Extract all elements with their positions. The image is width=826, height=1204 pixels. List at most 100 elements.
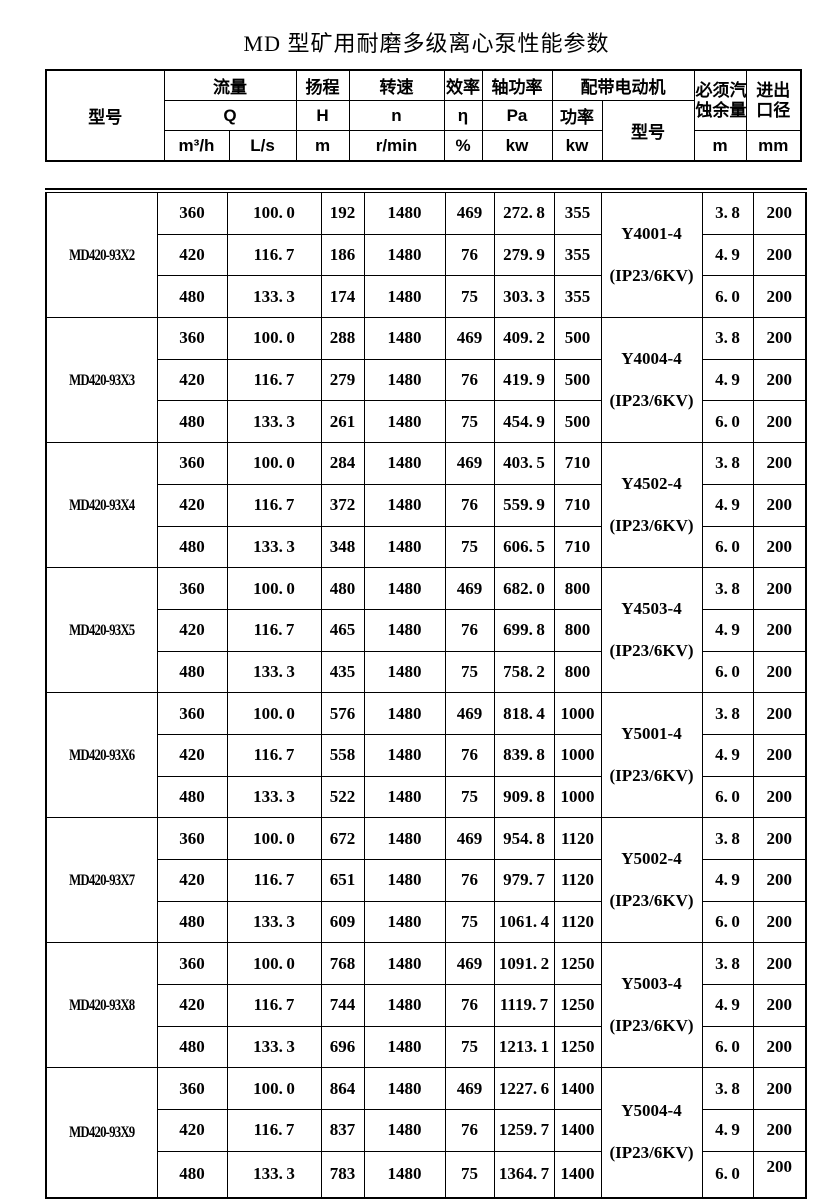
header-eff-symbol: η: [443, 100, 483, 131]
cell-speed: 1480: [363, 1025, 446, 1069]
cell-flow-ls: 100. 0: [226, 1067, 322, 1111]
cell-port-diameter: 200: [752, 775, 807, 819]
header-flow-symbol: Q: [163, 100, 297, 131]
cell-flow-ls: 100. 0: [226, 692, 322, 735]
cell-head: 651: [320, 859, 365, 902]
cell-shaft-power: 606. 5: [493, 525, 555, 569]
cell-npsh: 4. 9: [701, 733, 754, 777]
cell-port-diameter: 200: [752, 692, 807, 735]
table-row: 420 116. 7 744 1480 76 1119. 7 1250 4. 9 200: [46, 984, 807, 1027]
cell-flow-m3h: 420: [156, 1109, 228, 1152]
pump-model-cell: MD420-93X6: [45, 692, 158, 819]
header-port-unit: mm: [745, 130, 802, 162]
cell-head: 783: [320, 1150, 365, 1199]
pump-model-text: MD420-93X9: [69, 1124, 135, 1142]
cell-port-diameter: 200: [752, 275, 807, 319]
header-motor-power-unit: kw: [551, 130, 603, 162]
motor-model-line2: (IP23/6KV): [609, 516, 694, 536]
cell-flow-m3h: 360: [156, 567, 228, 610]
cell-head: 837: [320, 1109, 365, 1152]
cell-efficiency: 75: [444, 1150, 495, 1199]
table-row: 420 116. 7 279 1480 76 419. 9 500 4. 9 200: [46, 358, 807, 402]
header-npsh: 必须汽 蚀余量: [693, 69, 747, 131]
table-row: 480 133. 3 435 1480 75 758. 2 800 6. 0 200: [46, 650, 807, 694]
cell-head: 768: [320, 942, 365, 986]
cell-flow-ls: 116. 7: [226, 1109, 322, 1152]
cell-speed: 1480: [363, 1150, 446, 1199]
cell-head: 174: [320, 275, 365, 319]
motor-model-cell: Y4502-4 (IP23/6KV): [600, 442, 703, 569]
table-row: MD420-93X8 360 100. 0 768 1480 469 1091. 2 1250…: [45, 942, 807, 1069]
cell-flow-m3h: 360: [156, 942, 228, 986]
cell-shaft-power: 419. 9: [493, 358, 555, 402]
cell-shaft-power: 954. 8: [493, 817, 555, 860]
cell-flow-ls: 116. 7: [226, 733, 322, 777]
cell-flow-m3h: 360: [156, 192, 228, 235]
cell-motor-power: 1120: [553, 900, 602, 944]
cell-speed: 1480: [363, 1109, 446, 1152]
cell-flow-ls: 100. 0: [226, 317, 322, 360]
cell-speed: 1480: [363, 650, 446, 694]
cell-head: 288: [320, 317, 365, 360]
cell-port-diameter: 200: [752, 233, 807, 277]
cell-efficiency: 469: [444, 1067, 495, 1111]
motor-model-cell: Y5004-4 (IP23/6KV): [600, 1067, 703, 1198]
table-row: 420 116. 7 372 1480 76 559. 9 710 4. 9 200: [46, 483, 807, 527]
cell-port-diameter: 200: [752, 442, 807, 485]
cell-efficiency: 76: [444, 233, 495, 277]
pump-model-cell: MD420-93X9: [45, 1067, 158, 1198]
header-row-3: m³/h L/s m r/min % kw kw m mm: [46, 130, 802, 162]
cell-speed: 1480: [363, 942, 446, 986]
cell-flow-ls: 133. 3: [226, 400, 322, 444]
header-npsh-unit: m: [693, 130, 747, 162]
cell-shaft-power: 559. 9: [493, 483, 555, 527]
cell-motor-power: 800: [553, 567, 602, 610]
cell-flow-ls: 116. 7: [226, 608, 322, 652]
header-npsh-line2: 蚀余量: [695, 100, 746, 120]
cell-head: 672: [320, 817, 365, 860]
header-speed-unit: r/min: [348, 130, 445, 162]
cell-shaft-power: 1227. 6: [493, 1067, 555, 1111]
cell-npsh: 4. 9: [701, 233, 754, 277]
cell-shaft-power: 1364. 7: [493, 1150, 555, 1199]
header-motor-model: 型号: [601, 100, 695, 162]
cell-flow-ls: 133. 3: [226, 1025, 322, 1069]
cell-efficiency: 75: [444, 400, 495, 444]
cell-motor-power: 500: [553, 358, 602, 402]
cell-shaft-power: 979. 7: [493, 859, 555, 902]
cell-flow-m3h: 480: [156, 275, 228, 319]
table-row: 480 133. 3 696 1480 75 1213. 1 1250 6. 0 200: [46, 1025, 807, 1069]
cell-npsh: 3. 8: [701, 317, 754, 360]
cell-flow-ls: 133. 3: [226, 525, 322, 569]
header-head-unit: m: [295, 130, 350, 162]
motor-model-cell: Y5001-4 (IP23/6KV): [600, 692, 703, 819]
cell-speed: 1480: [363, 233, 446, 277]
header-port-line2: 口径: [756, 100, 791, 120]
cell-head: 744: [320, 984, 365, 1027]
cell-port-diameter: 200: [752, 733, 807, 777]
cell-efficiency: 75: [444, 525, 495, 569]
cell-shaft-power: 818. 4: [493, 692, 555, 735]
cell-efficiency: 75: [444, 900, 495, 944]
cell-port-diameter: 200: [752, 192, 807, 235]
cell-motor-power: 500: [553, 317, 602, 360]
header-flow-unit-m3h: m³/h: [163, 130, 230, 162]
table-row: 420 116. 7 465 1480 76 699. 8 800 4. 9 200: [46, 608, 807, 652]
cell-port-diameter: 200: [752, 317, 807, 360]
pump-model-text: MD420-93X8: [69, 997, 135, 1015]
cell-shaft-power: 1091. 2: [493, 942, 555, 986]
cell-npsh: 4. 9: [701, 859, 754, 902]
cell-flow-ls: 116. 7: [226, 859, 322, 902]
cell-head: 279: [320, 358, 365, 402]
cell-flow-ls: 116. 7: [226, 233, 322, 277]
cell-motor-power: 800: [553, 608, 602, 652]
cell-shaft-power: 909. 8: [493, 775, 555, 819]
header-port: 进出 口径: [745, 69, 802, 131]
table-row: MD420-93X2 360 100. 0 192 1480 469 272. 8 355 Y4…: [45, 191, 807, 319]
cell-efficiency: 76: [444, 733, 495, 777]
cell-port-diameter: 200: [752, 942, 807, 986]
table-row: MD420-93X5 360 100. 0 480 1480 469 682. 0 800 Y4…: [45, 567, 807, 694]
cell-motor-power: 355: [553, 275, 602, 319]
cell-efficiency: 469: [444, 567, 495, 610]
